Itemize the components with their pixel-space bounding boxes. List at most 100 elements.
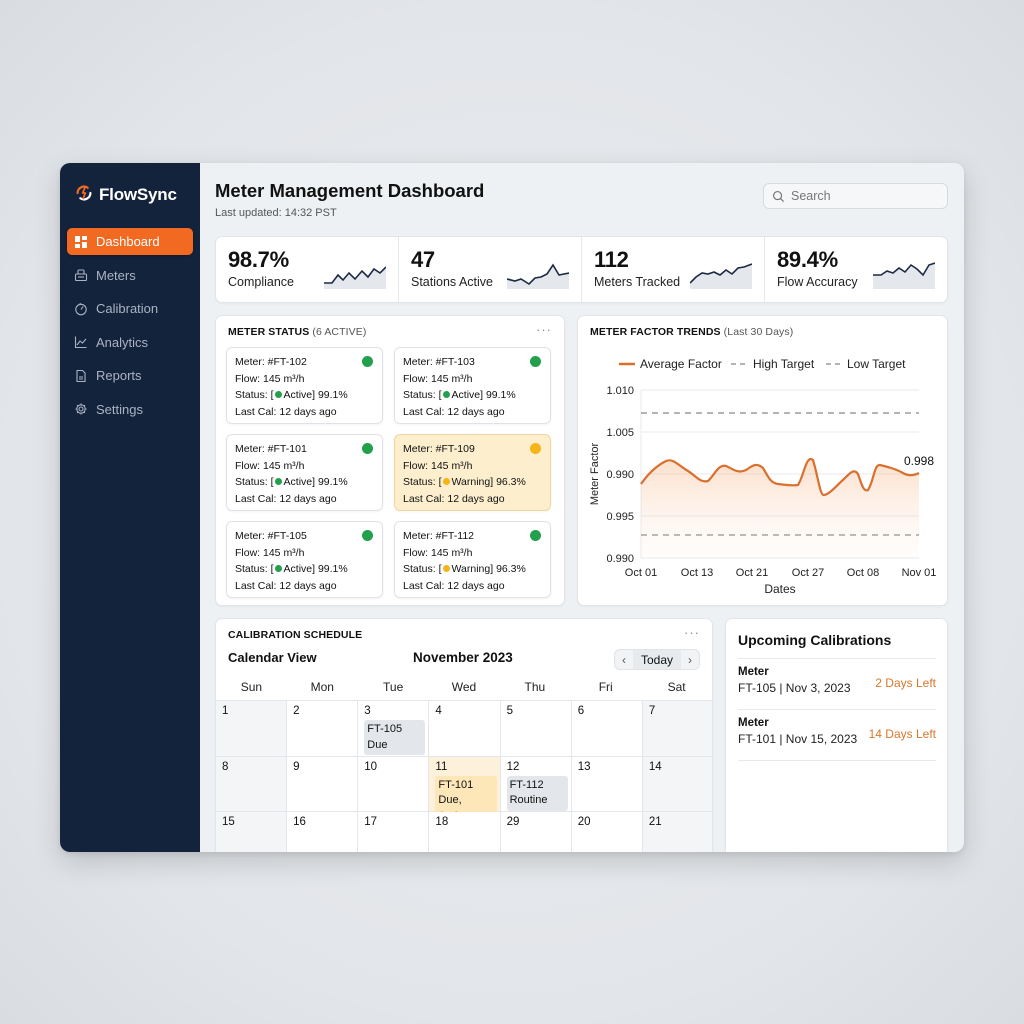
- more-options-icon[interactable]: ···: [536, 322, 552, 337]
- warning-dot-icon: [442, 478, 450, 485]
- calendar-day[interactable]: 6: [571, 701, 643, 756]
- kpi-meters-tracked[interactable]: 112 Meters Tracked: [581, 237, 764, 302]
- meter-factor-trends-panel: METER FACTOR TRENDS (Last 30 Days) Avera…: [577, 315, 948, 606]
- calendar-day[interactable]: 12 FT-112 Routine: [500, 756, 572, 811]
- calendar-day[interactable]: 9: [287, 756, 359, 811]
- svg-text:Nov 01: Nov 01: [902, 567, 937, 579]
- kpi-compliance[interactable]: 98.7% Compliance: [216, 237, 398, 302]
- meter-last-cal: Last Cal: 12 days ago: [403, 492, 505, 505]
- calendar-day[interactable]: 14: [642, 756, 712, 811]
- meter-flow: Flow: 145 m³/h: [403, 372, 473, 385]
- sidebar-item-reports[interactable]: Reports: [67, 362, 193, 389]
- calendar-view-label: Calendar View: [228, 650, 317, 665]
- sidebar: FlowSync Dashboard Meters Calibration An…: [60, 163, 200, 852]
- sparkline-icon: [324, 266, 386, 289]
- calendar-day[interactable]: 29: [500, 812, 572, 852]
- today-button[interactable]: Today: [632, 650, 681, 669]
- meter-id: Meter: #FT-105: [235, 530, 307, 542]
- meter-flow: Flow: 145 m³/h: [235, 459, 305, 472]
- prev-month-button[interactable]: ‹: [621, 652, 626, 667]
- main-content: Meter Management Dashboard Last updated:…: [200, 163, 964, 852]
- kpi-flow-accuracy[interactable]: 89.4% Flow Accuracy: [764, 237, 947, 302]
- next-month-button[interactable]: ›: [688, 652, 692, 667]
- sidebar-item-meters[interactable]: Meters: [67, 262, 193, 289]
- meter-id: Meter: #FT-112: [403, 530, 474, 542]
- svg-text:Oct 13: Oct 13: [681, 567, 713, 579]
- calendar-day[interactable]: 4: [429, 701, 501, 756]
- calendar-day[interactable]: 13: [571, 756, 643, 811]
- calendar-grid: 1 2 3 FT-105 Due 4 5 6 7 8 9 10 11 FT-101…: [216, 700, 712, 852]
- meter-status: Status: [Active] 99.1%: [235, 476, 348, 488]
- meter-card-ft-102[interactable]: Meter: #FT-102 Flow: 145 m³/h Status: [A…: [226, 347, 383, 424]
- upcoming-item[interactable]: Meter FT-105 | Nov 3, 2023 2 Days Left: [738, 658, 936, 709]
- brand-name: FlowSync: [99, 185, 177, 204]
- dashboard-grid-icon: [75, 235, 87, 248]
- trend-chart[interactable]: Average Factor High Target Low Target: [578, 316, 949, 607]
- calendar-day[interactable]: 15: [216, 812, 288, 852]
- kpi-stations-active[interactable]: 47 Stations Active: [398, 237, 581, 302]
- calendar-day[interactable]: 16: [287, 812, 359, 852]
- warning-dot-icon: [530, 443, 541, 454]
- sidebar-item-dashboard[interactable]: Dashboard: [67, 228, 193, 255]
- kpi-value: 89.4%: [777, 247, 838, 272]
- kpi-label: Flow Accuracy: [777, 275, 858, 289]
- sparkline-icon: [873, 262, 935, 289]
- calendar-day[interactable]: 17: [358, 812, 430, 852]
- calendar-event[interactable]: FT-105 Due: [364, 720, 426, 755]
- svg-text:Average Factor: Average Factor: [640, 357, 722, 371]
- calendar-day[interactable]: 1: [216, 701, 288, 756]
- calendar-day[interactable]: 8: [216, 756, 288, 811]
- meter-status: Status: [Active] 99.1%: [235, 389, 348, 401]
- svg-text:1.010: 1.010: [606, 385, 634, 397]
- calendar-month: November 2023: [413, 650, 513, 665]
- calendar-day[interactable]: 20: [571, 812, 643, 852]
- meter-card-ft-112[interactable]: Meter: #FT-112 Flow: 145 m³/h Status: [W…: [394, 521, 551, 598]
- page-title: Meter Management Dashboard: [215, 180, 485, 201]
- more-options-icon[interactable]: ···: [684, 625, 700, 640]
- sidebar-item-analytics[interactable]: Analytics: [67, 329, 193, 356]
- upcoming-item[interactable]: Meter FT-101 | Nov 15, 2023 14 Days Left: [738, 709, 936, 760]
- kpi-label: Compliance: [228, 275, 295, 289]
- upcoming-label: Meter: [738, 666, 769, 678]
- sidebar-item-calibration[interactable]: Calibration: [67, 295, 193, 322]
- meter-id: Meter: #FT-109: [403, 443, 475, 455]
- calendar-day[interactable]: 18: [429, 812, 501, 852]
- meter-card-ft-105[interactable]: Meter: #FT-105 Flow: 145 m³/h Status: [A…: [226, 521, 383, 598]
- active-dot-icon: [442, 391, 450, 398]
- meter-card-ft-109[interactable]: Meter: #FT-109 Flow: 145 m³/h Status: [W…: [394, 434, 551, 511]
- sidebar-item-label: Reports: [96, 368, 142, 384]
- sidebar-item-settings[interactable]: Settings: [67, 396, 193, 423]
- meter-last-cal: Last Cal: 12 days ago: [403, 405, 505, 418]
- calendar-day[interactable]: 10: [358, 756, 430, 811]
- calendar-day[interactable]: 7: [642, 701, 712, 756]
- sidebar-item-label: Calibration: [96, 301, 159, 317]
- calibration-schedule-panel: CALIBRATION SCHEDULE ··· Calendar View N…: [215, 618, 713, 852]
- svg-text:Low Target: Low Target: [847, 357, 906, 371]
- flowsync-logo-icon: [73, 182, 95, 209]
- calendar-day[interactable]: 3 FT-105 Due: [358, 701, 430, 756]
- app-window: FlowSync Dashboard Meters Calibration An…: [60, 163, 964, 852]
- calendar-day[interactable]: 2: [287, 701, 359, 756]
- brand[interactable]: FlowSync: [60, 182, 200, 208]
- status-dot-icon: [530, 356, 541, 367]
- svg-text:Oct 27: Oct 27: [792, 567, 824, 579]
- meter-card-ft-101[interactable]: Meter: #FT-101 Flow: 145 m³/h Status: [A…: [226, 434, 383, 511]
- calendar-day[interactable]: 21: [642, 812, 712, 852]
- meter-icon: [74, 269, 88, 282]
- search-placeholder: Search: [791, 189, 831, 203]
- gear-icon: [75, 403, 87, 415]
- status-dot-icon: [362, 356, 373, 367]
- panel-title: Upcoming Calibrations: [738, 632, 892, 648]
- svg-text:1.005: 1.005: [606, 427, 634, 439]
- calendar-event[interactable]: FT-112 Routine: [506, 775, 568, 811]
- calendar-day[interactable]: 5: [500, 701, 572, 756]
- sidebar-item-label: Settings: [96, 401, 143, 417]
- meter-last-cal: Last Cal: 12 days ago: [235, 405, 337, 418]
- upcoming-detail: FT-105 | Nov 3, 2023: [738, 681, 851, 695]
- meter-card-ft-103[interactable]: Meter: #FT-103 Flow: 145 m³/h Status: [A…: [394, 347, 551, 424]
- search-icon: [772, 190, 785, 202]
- svg-text:0.998: 0.998: [904, 454, 934, 468]
- sidebar-item-label: Dashboard: [96, 234, 160, 249]
- search-input[interactable]: Search: [763, 183, 948, 209]
